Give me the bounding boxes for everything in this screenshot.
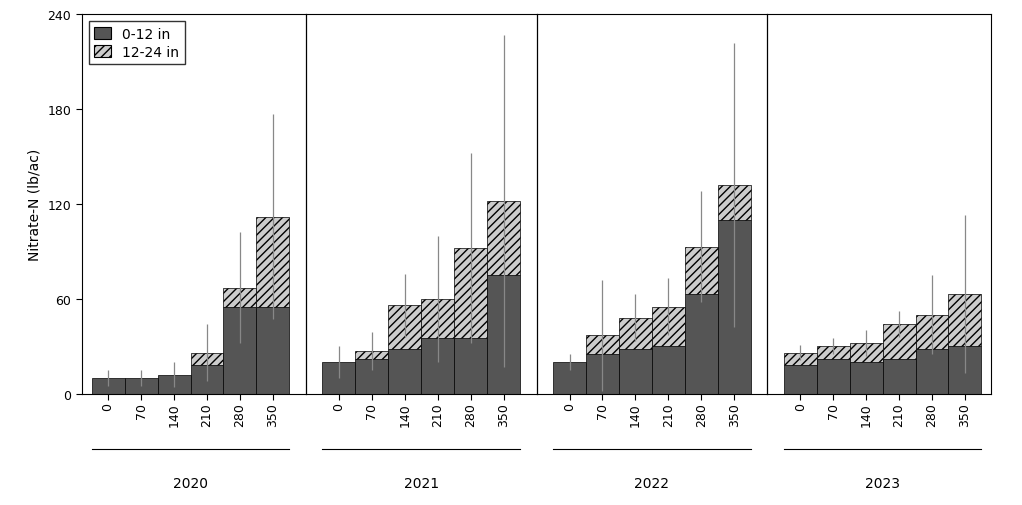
Bar bbox=[652, 307, 685, 346]
Bar bbox=[586, 335, 619, 355]
Bar bbox=[619, 349, 652, 394]
Text: 2022: 2022 bbox=[635, 476, 669, 490]
Bar bbox=[487, 201, 520, 276]
Bar bbox=[454, 249, 487, 339]
Bar bbox=[454, 339, 487, 394]
Bar bbox=[817, 346, 849, 359]
Bar bbox=[883, 359, 916, 394]
Bar bbox=[586, 355, 619, 394]
Bar bbox=[157, 375, 190, 394]
Bar bbox=[717, 185, 751, 220]
Bar bbox=[784, 353, 817, 366]
Bar bbox=[916, 315, 948, 349]
Bar bbox=[487, 276, 520, 394]
Bar bbox=[388, 306, 421, 349]
Bar bbox=[849, 363, 883, 394]
Bar bbox=[717, 220, 751, 394]
Bar bbox=[388, 349, 421, 394]
Bar bbox=[948, 346, 981, 394]
Bar bbox=[817, 359, 849, 394]
Bar bbox=[125, 378, 157, 394]
Bar bbox=[685, 247, 717, 294]
Bar bbox=[916, 349, 948, 394]
Bar bbox=[883, 325, 916, 359]
Bar bbox=[849, 343, 883, 363]
Bar bbox=[257, 217, 289, 307]
Bar bbox=[421, 339, 454, 394]
Bar bbox=[356, 351, 388, 359]
Bar bbox=[784, 366, 817, 394]
Bar bbox=[421, 299, 454, 339]
Legend: 0-12 in, 12-24 in: 0-12 in, 12-24 in bbox=[89, 22, 185, 65]
Bar bbox=[322, 363, 356, 394]
Text: 2021: 2021 bbox=[404, 476, 438, 490]
Bar bbox=[685, 294, 717, 394]
Bar bbox=[257, 307, 289, 394]
Bar bbox=[190, 353, 224, 366]
Bar bbox=[92, 378, 125, 394]
Bar bbox=[224, 288, 257, 307]
Y-axis label: Nitrate-N (lb/ac): Nitrate-N (lb/ac) bbox=[28, 148, 42, 261]
Bar bbox=[948, 294, 981, 346]
Text: 2023: 2023 bbox=[865, 476, 900, 490]
Text: 2020: 2020 bbox=[173, 476, 208, 490]
Bar bbox=[553, 363, 586, 394]
Bar bbox=[356, 359, 388, 394]
Bar bbox=[619, 318, 652, 349]
Bar bbox=[224, 307, 257, 394]
Bar bbox=[652, 346, 685, 394]
Bar bbox=[190, 366, 224, 394]
